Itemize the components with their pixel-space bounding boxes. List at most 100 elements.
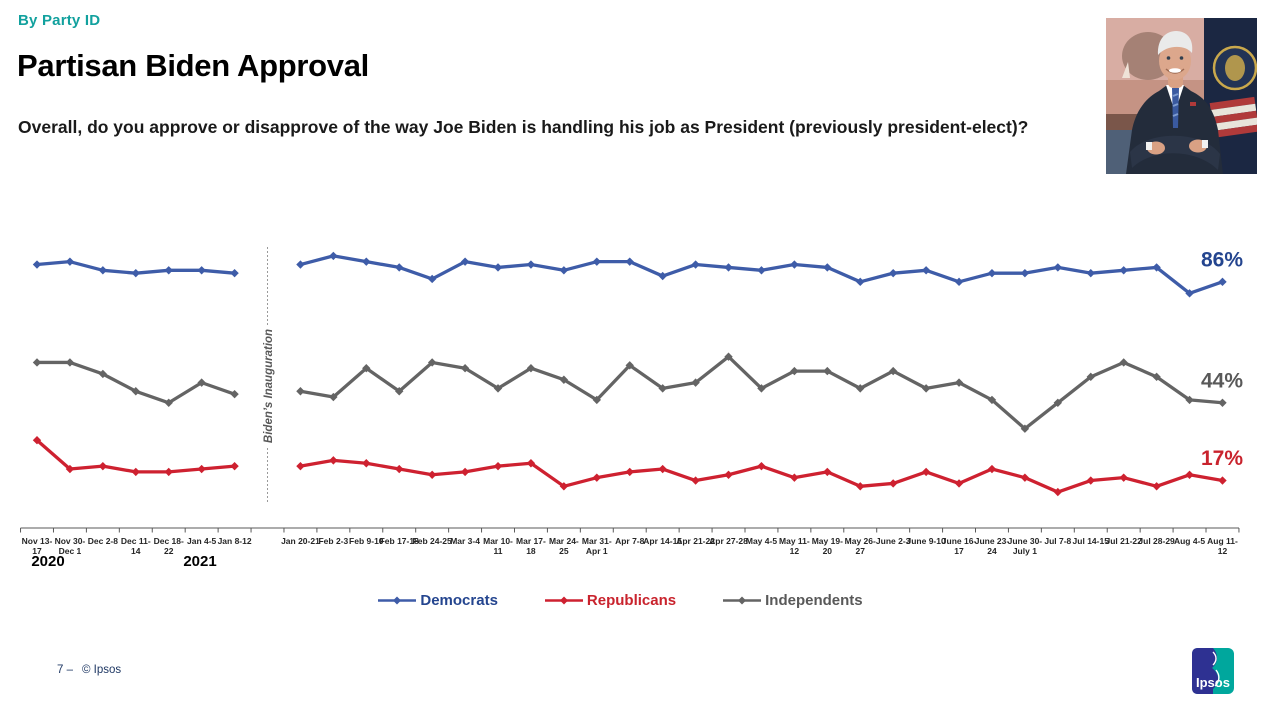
data-point-republicans xyxy=(329,456,338,465)
data-point-democrats xyxy=(658,271,667,281)
legend-item-independents: Independents xyxy=(722,592,863,609)
data-point-independents xyxy=(197,378,206,387)
x-axis-label: Dec 2-8 xyxy=(87,536,118,546)
data-point-republicans xyxy=(230,461,239,471)
data-point-democrats xyxy=(164,266,173,275)
x-axis-label: Mar 10- 11 xyxy=(483,536,513,556)
legend-label: Democrats xyxy=(420,592,498,609)
end-label-independents: 44% xyxy=(1201,369,1243,392)
data-point-republicans xyxy=(856,482,865,491)
x-axis-label: Feb 24-25 xyxy=(412,536,452,546)
data-point-independents xyxy=(724,352,733,361)
data-point-democrats xyxy=(1053,263,1063,272)
x-axis-label: Apr 27-28 xyxy=(709,536,748,546)
x-axis-label: Jul 21-22 xyxy=(1105,536,1142,546)
data-point-republicans xyxy=(757,461,766,471)
data-point-republicans xyxy=(98,461,108,471)
data-point-democrats xyxy=(526,260,536,269)
end-label-democrats: 86% xyxy=(1201,248,1243,271)
data-point-republicans xyxy=(362,459,371,468)
data-point-democrats xyxy=(1152,263,1161,272)
data-point-democrats xyxy=(757,266,766,275)
x-axis-label: Feb 9-10 xyxy=(349,536,384,546)
x-axis-label: Dec 18- 22 xyxy=(153,536,184,556)
legend-item-democrats: Democrats xyxy=(377,592,498,609)
data-point-republicans xyxy=(1185,470,1194,479)
data-point-republicans xyxy=(526,459,536,468)
x-axis-label: Aug 11- 12 xyxy=(1207,536,1238,556)
x-axis-label: Feb 17-18 xyxy=(379,536,419,546)
data-point-democrats xyxy=(1020,268,1030,278)
data-point-independents xyxy=(98,369,108,379)
data-point-republicans xyxy=(559,482,569,491)
data-point-democrats xyxy=(691,260,700,269)
chart-legend: Democrats Republicans Independents xyxy=(0,592,1240,609)
data-point-republicans xyxy=(493,461,503,471)
inauguration-label: Biden’s Inauguration xyxy=(263,329,275,443)
data-point-independents xyxy=(856,384,865,393)
data-point-democrats xyxy=(460,257,470,266)
page-title: Partisan Biden Approval xyxy=(17,48,369,83)
data-point-independents xyxy=(921,384,931,393)
x-axis-label: Feb 2-3 xyxy=(318,536,349,546)
data-point-republicans xyxy=(1218,476,1227,485)
legend-label: Republicans xyxy=(586,592,677,609)
data-point-democrats xyxy=(790,260,799,269)
data-point-democrats xyxy=(230,268,239,278)
data-point-democrats xyxy=(131,268,140,278)
year-label-2020: 2020 xyxy=(31,553,65,570)
data-point-independents xyxy=(230,389,239,399)
x-axis-label: May 19- 20 xyxy=(811,536,843,556)
data-point-republicans xyxy=(658,464,667,474)
x-axis-label: Mar 24- 25 xyxy=(548,536,579,556)
data-point-republicans xyxy=(395,464,404,474)
data-point-independents xyxy=(1185,395,1194,405)
x-axis-label: June 23- 24 xyxy=(974,536,1010,556)
data-point-democrats xyxy=(427,274,437,284)
data-point-independents xyxy=(592,395,602,405)
year-label-2021: 2021 xyxy=(183,553,217,570)
data-point-republicans xyxy=(625,467,634,477)
data-point-democrats xyxy=(362,257,371,266)
data-point-democrats xyxy=(625,257,634,266)
data-point-republicans xyxy=(197,464,206,474)
x-axis-label: June 16- 17 xyxy=(941,536,977,556)
series-line-independents xyxy=(298,355,1225,431)
x-axis-label: Jul 7-8 xyxy=(1044,536,1072,546)
data-point-independents xyxy=(625,361,634,370)
page-number: 7 – xyxy=(57,664,73,676)
series-line-republicans xyxy=(35,438,237,474)
x-axis-label: June 9-10 xyxy=(906,536,946,546)
series-line-democrats xyxy=(298,254,1225,295)
biden-photo-graphic xyxy=(1106,18,1257,174)
data-point-republicans xyxy=(790,473,799,482)
data-point-republicans xyxy=(592,473,602,482)
x-axis-label: May 11- 12 xyxy=(779,536,810,556)
data-point-republicans xyxy=(1086,476,1095,485)
data-point-independents xyxy=(65,358,75,367)
data-point-democrats xyxy=(954,277,964,287)
data-point-republicans xyxy=(691,476,700,485)
data-point-republicans xyxy=(921,467,931,477)
data-point-independents xyxy=(987,395,997,405)
data-point-republicans xyxy=(296,461,305,471)
data-point-democrats xyxy=(823,263,832,272)
data-point-republicans xyxy=(1119,473,1128,482)
legend-label: Independents xyxy=(765,592,863,609)
data-point-democrats xyxy=(197,266,206,275)
legend-item-republicans: Republicans xyxy=(544,592,676,609)
data-point-democrats xyxy=(98,266,108,275)
data-point-democrats xyxy=(1119,266,1128,275)
x-axis-label: Jul 14-15 xyxy=(1072,536,1109,546)
x-axis-label: Mar 31- Apr 1 xyxy=(581,536,612,556)
x-axis-label: Dec 11- 14 xyxy=(120,536,151,556)
data-point-independents xyxy=(427,358,437,367)
data-point-democrats xyxy=(1086,268,1095,278)
data-point-democrats xyxy=(395,263,404,272)
data-point-republicans xyxy=(888,479,898,488)
data-point-democrats xyxy=(32,260,42,269)
data-point-republicans xyxy=(65,464,75,474)
data-point-democrats xyxy=(1185,289,1194,298)
x-axis-label: Nov 30- Dec 1 xyxy=(54,536,86,556)
data-point-republicans xyxy=(954,479,964,488)
